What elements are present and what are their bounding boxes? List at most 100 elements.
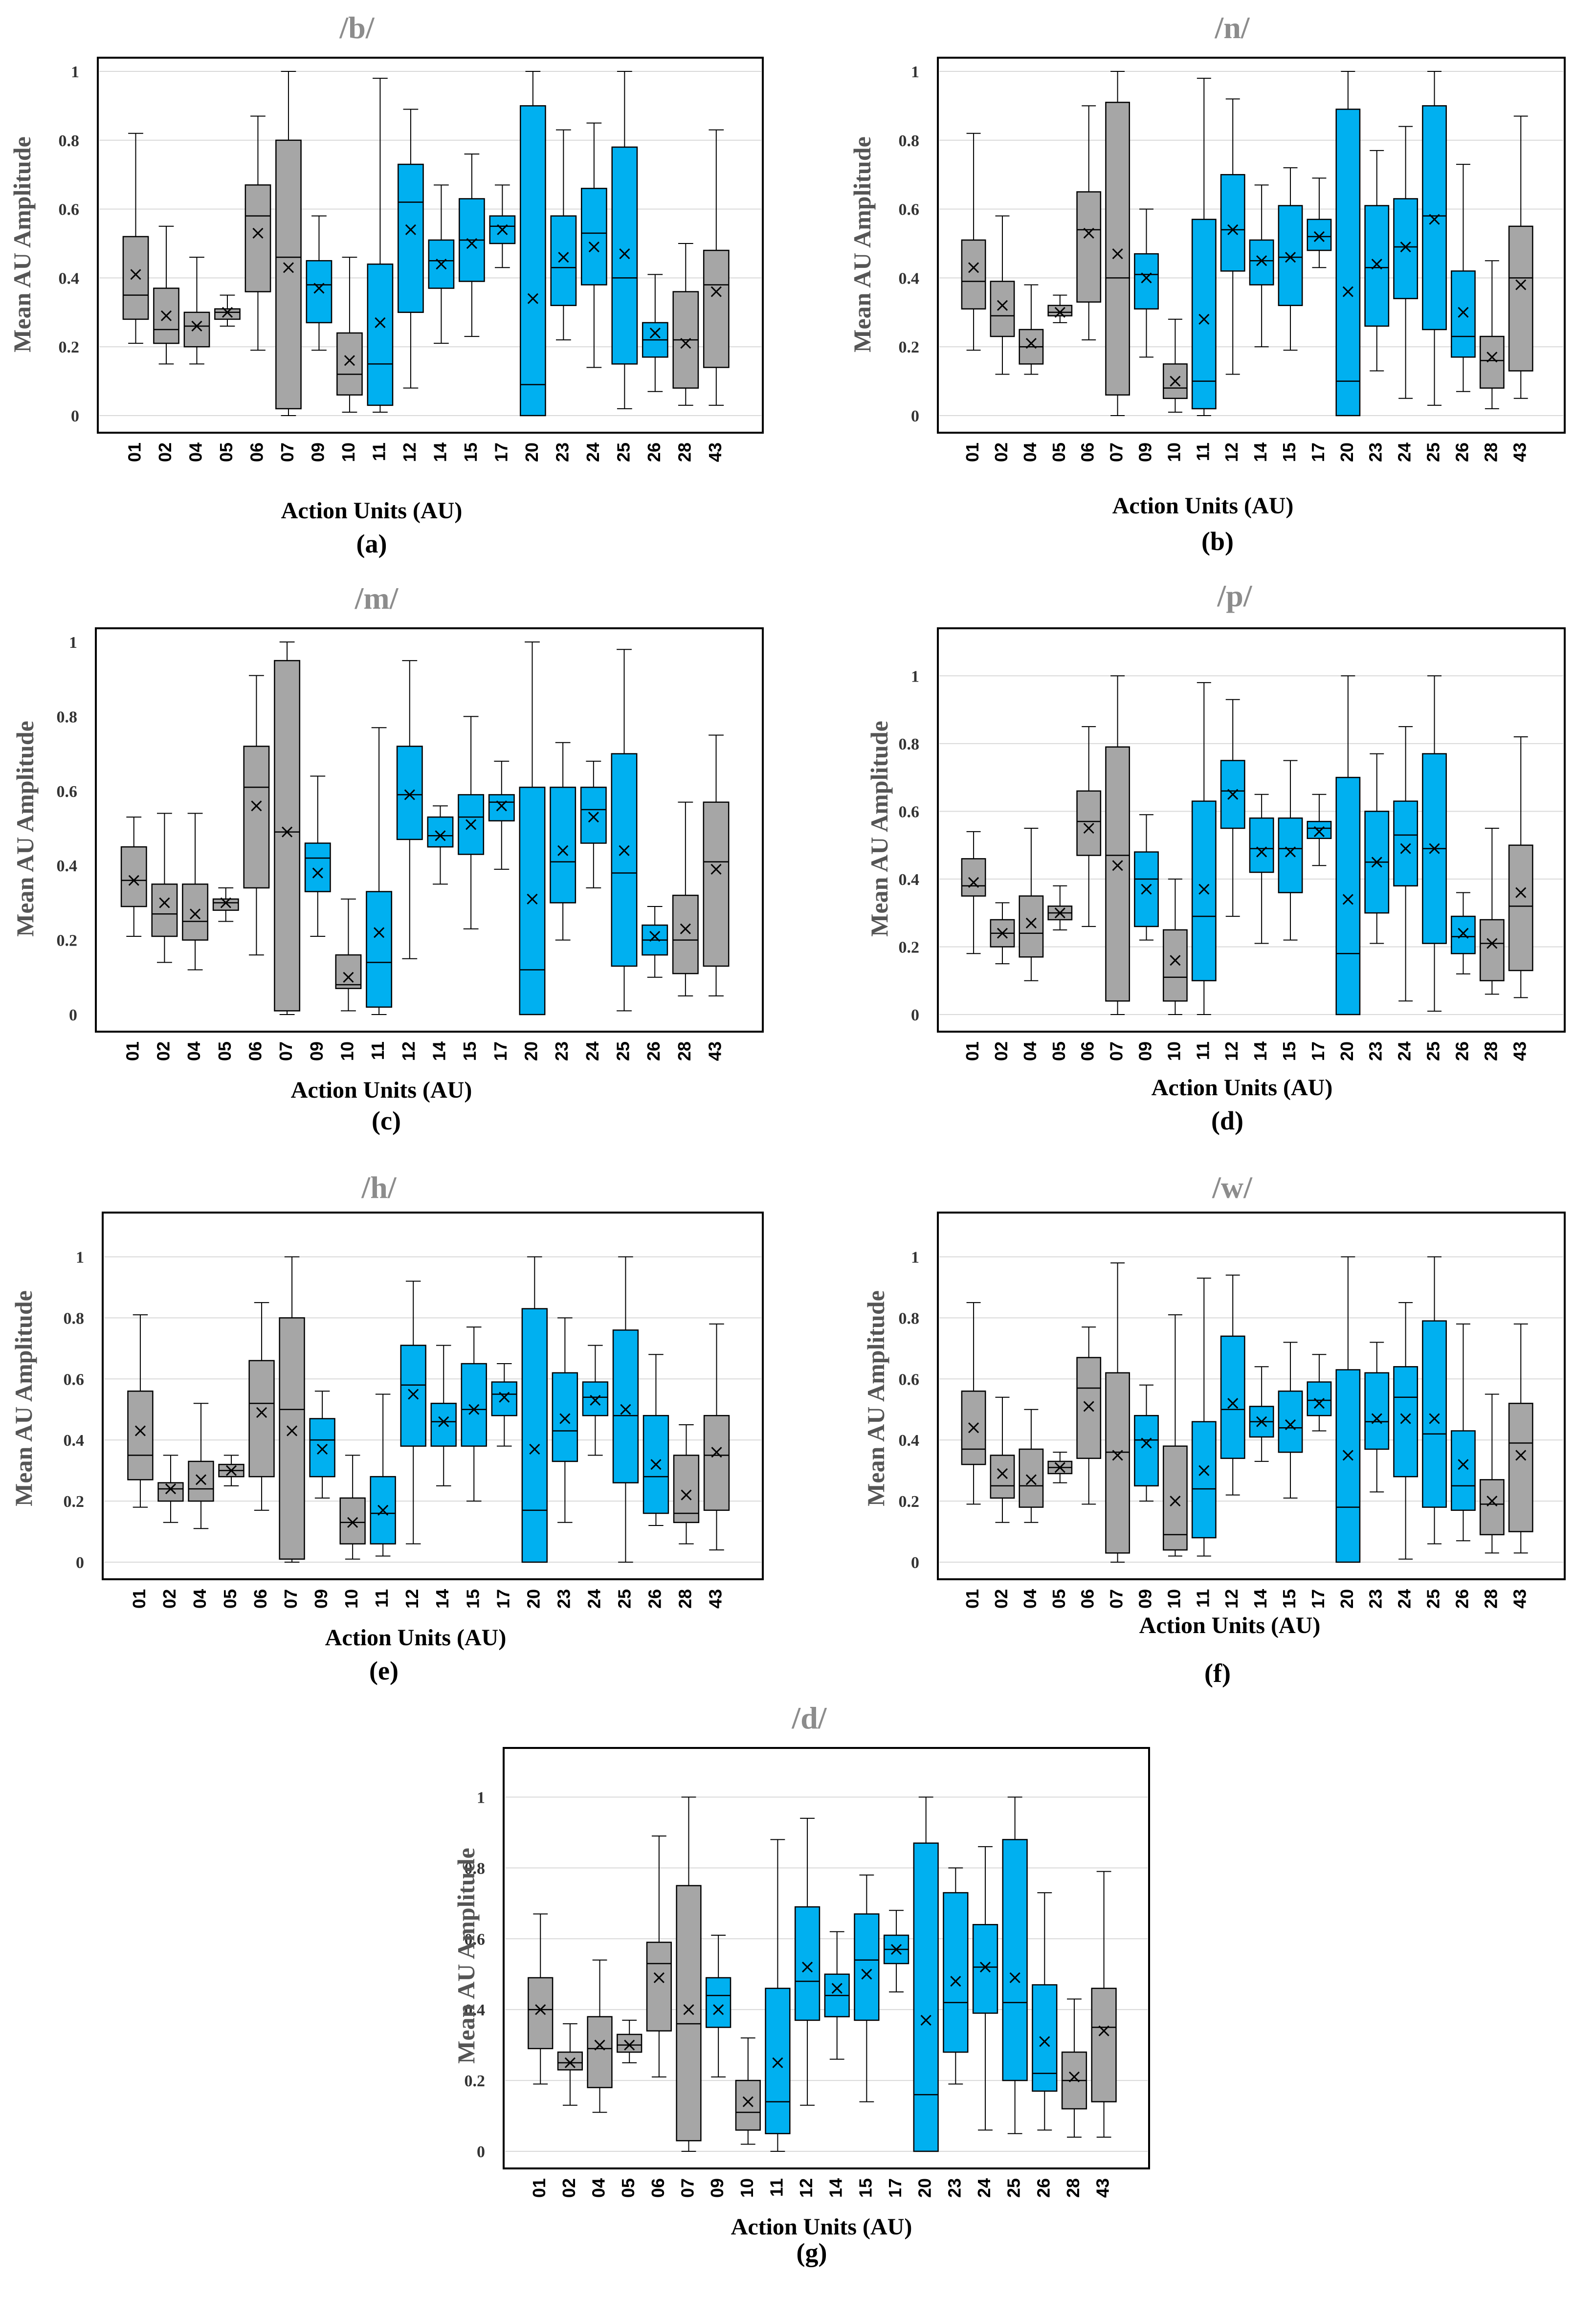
mean-marker bbox=[680, 338, 691, 349]
iqr-box bbox=[519, 105, 546, 417]
x-tick-label: 24 bbox=[1395, 1041, 1415, 1061]
iqr-box bbox=[1220, 174, 1245, 272]
mean-marker bbox=[313, 283, 325, 294]
mean-marker bbox=[287, 1425, 298, 1436]
iqr-box bbox=[427, 816, 454, 848]
iqr-box bbox=[1091, 1988, 1117, 2102]
panel-e: 0 0.2 0.4 0.6 0.8 1 01 02 04 05 06 07 09 10 11 12 14 15 17… bbox=[10, 1170, 764, 1685]
iqr-box bbox=[339, 1497, 366, 1545]
mean-marker bbox=[160, 310, 172, 321]
box-au-28 bbox=[1479, 260, 1505, 409]
iqr-box bbox=[1019, 1448, 1044, 1508]
panel-a: 0 0.2 0.4 0.6 0.8 1 01 02 04 05 06 07 09 10 11 12 14 15 17… bbox=[8, 10, 764, 558]
mean-marker bbox=[1458, 928, 1469, 939]
mean-marker bbox=[1170, 376, 1181, 387]
y-tick-label: 0 bbox=[911, 1006, 919, 1024]
box-au-20 bbox=[913, 1796, 939, 2152]
mean-marker bbox=[1515, 887, 1527, 898]
mean-marker bbox=[557, 845, 569, 856]
box-au-28 bbox=[1479, 1393, 1505, 1554]
x-tick-label: 20 bbox=[522, 442, 542, 462]
box-au-24 bbox=[580, 760, 607, 888]
iqr-box bbox=[1508, 225, 1533, 372]
box-au-10 bbox=[1163, 318, 1188, 413]
iqr-box bbox=[120, 846, 147, 907]
iqr-box bbox=[1451, 1430, 1476, 1511]
mean-marker bbox=[588, 241, 599, 253]
box-au-15 bbox=[461, 1326, 487, 1502]
mean-marker bbox=[1256, 846, 1267, 858]
box-au-12 bbox=[794, 1817, 820, 2106]
x-tick-label: 02 bbox=[155, 442, 175, 462]
box-au-06 bbox=[1076, 1326, 1102, 1505]
x-tick-label: 26 bbox=[644, 442, 664, 462]
box-au-12 bbox=[1220, 98, 1245, 375]
iqr-box bbox=[580, 786, 607, 844]
box-au-25 bbox=[1422, 71, 1447, 406]
x-tick-label: 17 bbox=[1308, 442, 1328, 462]
mean-marker bbox=[890, 1944, 902, 1955]
mean-marker bbox=[1141, 884, 1152, 895]
box-au-28 bbox=[673, 1424, 700, 1545]
mean-marker bbox=[590, 1394, 601, 1406]
plot-frame bbox=[503, 1747, 1150, 2169]
mean-marker bbox=[619, 845, 630, 856]
x-tick-label: 23 bbox=[552, 442, 572, 462]
iqr-box bbox=[1307, 1381, 1332, 1416]
x-tick-label: 04 bbox=[1020, 442, 1040, 462]
iqr-box bbox=[519, 786, 546, 1016]
mean-marker bbox=[222, 307, 233, 318]
box-au-23 bbox=[550, 129, 577, 341]
chart-title: /m/ bbox=[355, 581, 399, 616]
panel-c: 0 0.2 0.4 0.6 0.8 1 01 02 04 05 06 07 09 10 11 12 14 15 17… bbox=[11, 581, 764, 1135]
mean-marker bbox=[1083, 822, 1094, 834]
mean-marker bbox=[496, 800, 507, 812]
x-tick-label: 10 bbox=[341, 1589, 361, 1609]
iqr-box bbox=[1076, 1357, 1102, 1459]
iqr-box bbox=[1393, 800, 1419, 887]
x-tick-label: 05 bbox=[1049, 1041, 1069, 1061]
box-au-07 bbox=[1105, 1262, 1130, 1563]
mean-marker bbox=[950, 1976, 961, 1987]
iqr-box bbox=[122, 236, 149, 320]
mean-marker bbox=[375, 317, 386, 328]
mean-marker bbox=[711, 1447, 722, 1458]
iqr-box bbox=[1002, 1839, 1028, 2081]
x-tick-label: 17 bbox=[1308, 1041, 1328, 1061]
box-au-12 bbox=[398, 109, 424, 389]
x-tick-label: 06 bbox=[648, 2178, 668, 2198]
x-tick-label: 24 bbox=[1395, 1589, 1415, 1609]
panel-label: (e) bbox=[369, 1656, 399, 1685]
iqr-box bbox=[491, 1381, 517, 1416]
mean-marker bbox=[344, 355, 355, 366]
box-au-10 bbox=[735, 2037, 761, 2145]
box-au-07 bbox=[279, 1256, 305, 1563]
box-au-24 bbox=[972, 1846, 998, 2131]
mean-marker bbox=[1342, 894, 1353, 905]
iqr-box bbox=[961, 239, 986, 310]
iqr-box bbox=[528, 1977, 554, 2050]
mean-marker bbox=[979, 1962, 991, 1973]
x-tick-label: 01 bbox=[129, 1589, 149, 1609]
x-tick-label: 26 bbox=[1452, 1589, 1472, 1609]
x-tick-label: 12 bbox=[1221, 1589, 1241, 1609]
mean-marker bbox=[1458, 1459, 1469, 1470]
panel-g: 0 0.2 0.4 0.6 0.8 1 01 02 04 05 06 07 09 10 11 12 14 15 17… bbox=[452, 1701, 1150, 2267]
y-tick-label: 0 bbox=[71, 407, 79, 425]
x-tick-label: 14 bbox=[826, 2178, 846, 2198]
box-au-01 bbox=[528, 1913, 554, 2085]
box-au-02 bbox=[151, 813, 178, 963]
x-tick-label: 17 bbox=[490, 1041, 510, 1061]
x-tick-label: 05 bbox=[216, 442, 236, 462]
box-au-06 bbox=[248, 1302, 275, 1511]
box-au-26 bbox=[1451, 164, 1476, 392]
box-au-15 bbox=[854, 1874, 880, 2102]
mean-marker bbox=[653, 1972, 665, 1984]
iqr-box bbox=[706, 1977, 732, 2028]
y-tick-label: 0.8 bbox=[57, 708, 78, 726]
box-au-01 bbox=[122, 133, 149, 344]
x-tick-label: 01 bbox=[962, 1041, 982, 1061]
box-au-25 bbox=[1422, 675, 1447, 1012]
box-au-05 bbox=[617, 2019, 643, 2063]
mean-marker bbox=[225, 1465, 237, 1476]
